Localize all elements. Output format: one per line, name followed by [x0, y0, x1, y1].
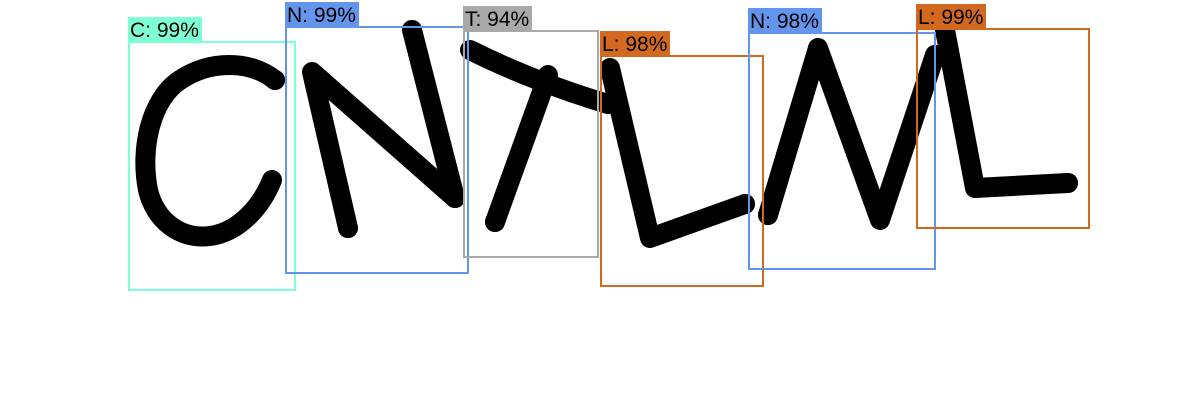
detection-label-n-2: N: 98%	[748, 8, 822, 34]
detection-label-c: C: 99%	[128, 17, 202, 43]
glyph-l-1	[600, 58, 755, 248]
detection-box-t: T: 94%	[463, 6, 599, 258]
glyph-n-1	[302, 20, 465, 238]
ink-blot	[402, 20, 422, 40]
handwritten-captcha-text	[135, 20, 1078, 248]
ink-blot	[735, 194, 755, 214]
detection-label-t: T: 94%	[463, 6, 533, 32]
detection-box-n-2: N: 98%	[748, 8, 936, 270]
ink-blot	[265, 70, 285, 90]
detection-label-l-1: L: 98%	[600, 31, 671, 57]
glyph-l-2	[935, 20, 1078, 198]
detection-label-n-1: N: 99%	[285, 2, 359, 28]
ink-blot	[445, 188, 465, 208]
ink-blot	[338, 218, 358, 238]
detection-box-n-1: N: 99%	[285, 2, 469, 274]
glyph-c	[135, 55, 285, 247]
ink-blot	[485, 212, 505, 232]
ink-blot	[1058, 173, 1078, 193]
glyph-t	[460, 40, 618, 232]
detection-label-l-2: L: 99%	[916, 4, 987, 30]
detection-box-l-2: L: 99%	[916, 4, 1090, 229]
detection-box-l-1: L: 98%	[600, 31, 764, 287]
glyph-n-2	[758, 38, 945, 230]
detection-box-c: C: 99%	[128, 17, 296, 291]
